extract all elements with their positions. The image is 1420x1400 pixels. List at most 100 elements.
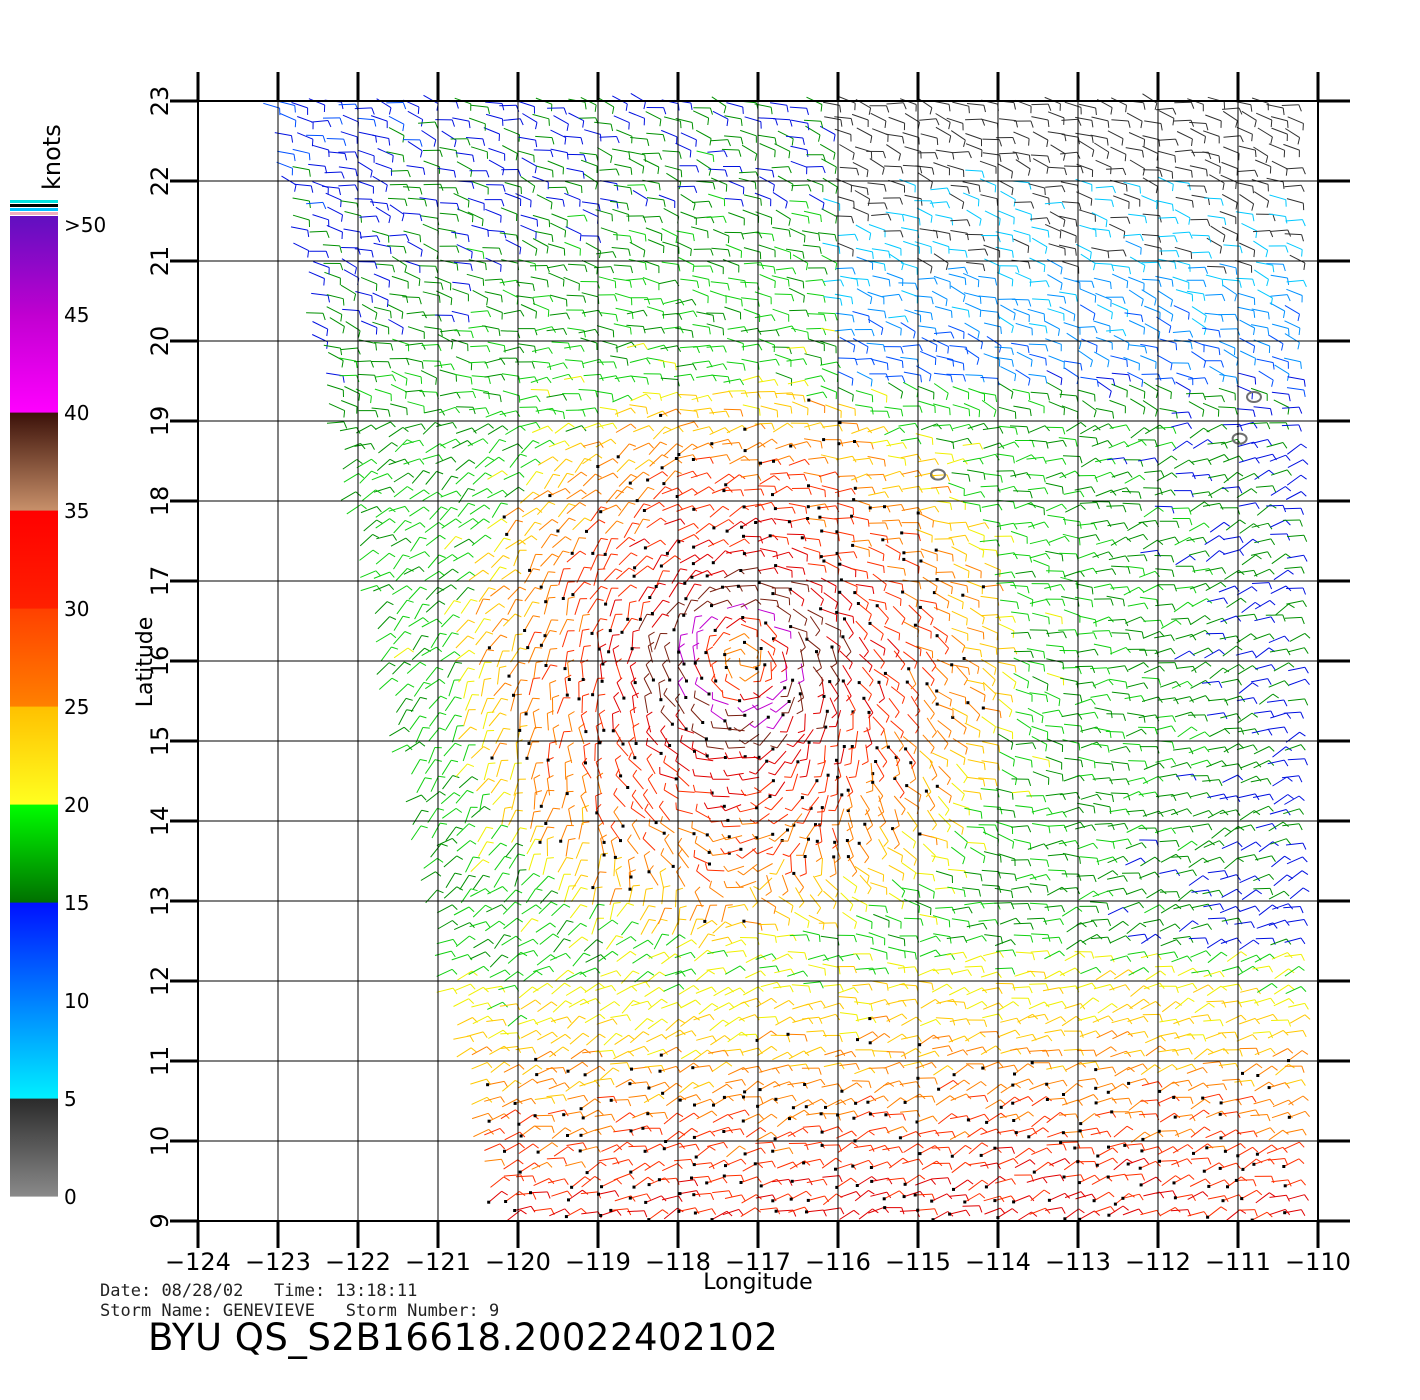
wind-barb-tick — [1127, 793, 1131, 801]
wind-barb-tick — [740, 789, 746, 796]
wind-barb — [567, 1061, 583, 1072]
wind-barb — [1257, 1144, 1272, 1155]
wind-barb — [455, 571, 470, 583]
wind-barb — [1109, 778, 1127, 781]
wind-barb-tick — [1000, 1207, 1006, 1214]
wind-barb — [981, 760, 999, 764]
wind-barb-tick — [612, 634, 620, 636]
wind-barb-tick — [467, 552, 474, 558]
wind-barb-tick — [898, 745, 904, 752]
wind-barb — [1273, 874, 1288, 887]
wind-barb — [1128, 1078, 1146, 1084]
wind-barb-tick — [1202, 1067, 1208, 1074]
wind-barb — [547, 743, 551, 761]
wind-barb — [791, 797, 803, 812]
rain-flag — [774, 564, 778, 568]
wind-barb-tick — [582, 693, 590, 697]
wind-barb-tick — [1080, 1062, 1087, 1068]
wind-barb-tick — [661, 1195, 667, 1202]
wind-barb-tick — [613, 1096, 618, 1104]
wind-barb — [644, 696, 649, 713]
wind-barb-tick — [947, 859, 950, 867]
wind-barb — [1141, 696, 1159, 702]
wind-barb — [568, 808, 573, 826]
wind-barb-tick — [1171, 966, 1175, 973]
wind-barb-tick — [468, 874, 476, 878]
wind-barb — [443, 886, 458, 899]
wind-barb — [1287, 919, 1305, 923]
wind-barb — [1047, 1097, 1065, 1100]
wind-barb — [968, 1179, 983, 1191]
wind-barb — [392, 661, 405, 675]
wind-barb — [839, 1063, 857, 1067]
wind-barb-tick — [1288, 603, 1295, 609]
wind-barb — [1108, 920, 1124, 932]
wind-barb-tick — [1302, 1128, 1307, 1136]
wind-barb-tick — [852, 616, 855, 624]
wind-barb — [1177, 967, 1194, 977]
rain-flag — [1092, 1199, 1096, 1203]
wind-barb-tick — [1284, 680, 1290, 687]
wind-barb-tick — [1175, 773, 1181, 781]
wind-barb-tick — [518, 661, 526, 665]
wind-barb-tick — [422, 617, 429, 623]
wind-barb-tick — [1110, 1206, 1116, 1213]
wind-barb-tick — [419, 741, 426, 747]
wind-barb — [638, 586, 649, 602]
wind-barb — [1090, 1130, 1108, 1136]
wind-barb — [964, 901, 982, 906]
wind-barb — [1159, 923, 1176, 932]
wind-barb — [1205, 567, 1223, 572]
wind-barb — [879, 826, 889, 842]
rain-flag — [948, 1212, 952, 1216]
wind-barb — [759, 780, 774, 792]
wind-barb — [595, 761, 602, 779]
wind-barb — [696, 870, 711, 882]
wind-barb-tick — [918, 905, 920, 913]
wind-barb-tick — [422, 603, 430, 606]
wind-barb — [1107, 855, 1124, 864]
wind-barb-tick — [900, 663, 906, 671]
wind-barb — [816, 651, 822, 668]
rain-flag — [693, 749, 696, 753]
wind-barb — [998, 833, 1014, 843]
wind-barb-tick — [438, 775, 446, 778]
wind-barb-tick — [438, 570, 445, 577]
wind-barb — [1161, 1175, 1176, 1187]
wind-barb-tick — [1043, 1189, 1051, 1195]
wind-barb-tick — [1109, 777, 1113, 785]
wind-barb-tick — [405, 697, 413, 701]
wind-barb — [905, 748, 916, 763]
wind-barb — [1238, 682, 1253, 694]
wind-barb — [1268, 890, 1285, 900]
wind-barb — [947, 886, 965, 891]
wind-barb-tick — [1123, 875, 1128, 882]
wind-barb-tick — [869, 953, 873, 961]
wind-barb-tick — [740, 648, 746, 655]
wind-barb-tick — [549, 680, 557, 684]
wind-barb — [499, 1003, 517, 1007]
wind-barb — [1125, 616, 1142, 624]
wind-barb — [1254, 1047, 1271, 1056]
wind-barb-tick — [1112, 841, 1115, 849]
wind-barb — [408, 617, 424, 627]
wind-barb — [1270, 838, 1287, 845]
wind-barb-tick — [1110, 1046, 1117, 1052]
wind-barb — [1219, 795, 1237, 800]
wind-barb — [1237, 1209, 1255, 1211]
wind-barb-tick — [533, 1019, 539, 1026]
rain-flag — [567, 678, 571, 681]
rain-flag — [815, 650, 818, 654]
wind-barb-tick — [840, 1049, 846, 1056]
wind-barb — [1284, 953, 1302, 957]
wind-barb-tick — [1270, 616, 1276, 623]
wind-barb-tick — [877, 811, 884, 817]
wind-barb — [1064, 1208, 1079, 1220]
wind-barb-tick — [901, 1013, 908, 1020]
wind-barb — [1113, 1158, 1128, 1171]
wind-barb-tick — [1219, 856, 1225, 864]
wind-barb-tick — [983, 1019, 988, 1027]
wind-barb — [1042, 709, 1059, 714]
wind-barb-tick — [797, 665, 804, 670]
wind-barb-tick — [1171, 741, 1175, 749]
